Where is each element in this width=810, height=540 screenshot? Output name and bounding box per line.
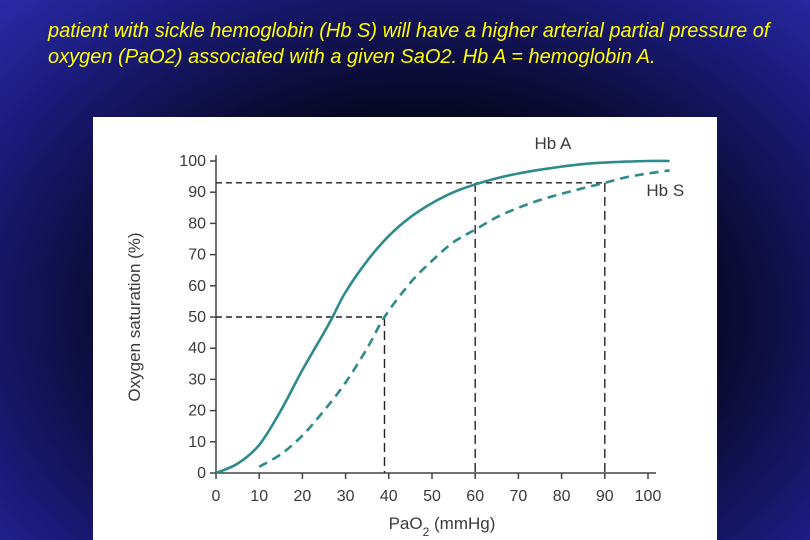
x-axis-title: PaO2 (mmHg) bbox=[389, 514, 496, 539]
chart-labels: PaO2 (mmHg) Oxygen saturation (%) Hb A Hb S bbox=[125, 134, 684, 539]
y-tick-label: 20 bbox=[188, 403, 206, 420]
y-tick-label: 40 bbox=[188, 340, 206, 357]
x-tick-label: 50 bbox=[423, 488, 441, 505]
series-label-hb-s: Hb S bbox=[646, 181, 684, 200]
series-line-hb-a bbox=[215, 159, 670, 475]
x-tick-label: 80 bbox=[553, 488, 571, 505]
series-label-hb-a: Hb A bbox=[535, 134, 573, 153]
x-tick-label: 30 bbox=[337, 488, 355, 505]
y-tick-label: 80 bbox=[188, 215, 206, 232]
y-axis-title: Oxygen saturation (%) bbox=[125, 232, 144, 401]
y-tick-label: 30 bbox=[188, 371, 206, 388]
y-tick-label: 100 bbox=[179, 153, 206, 170]
y-tick-label: 50 bbox=[188, 309, 206, 326]
slide-caption: patient with sickle hemoglobin (Hb S) wi… bbox=[48, 20, 770, 68]
series-line-hb-s bbox=[258, 169, 670, 468]
x-tick-label: 10 bbox=[250, 488, 268, 505]
chart-guides bbox=[216, 182, 606, 473]
x-tick-label: 20 bbox=[294, 488, 312, 505]
oxygen-dissociation-chart: 0 10 20 30 40 50 60 70 80 90 100 0 10 20 30 40 50 60 70 80 9… bbox=[125, 134, 684, 539]
y-tick-label: 70 bbox=[188, 247, 206, 264]
chart-series bbox=[215, 159, 670, 475]
x-tick-label: 70 bbox=[510, 488, 528, 505]
x-tick-label: 90 bbox=[596, 488, 614, 505]
x-tick-label: 40 bbox=[380, 488, 398, 505]
y-tick-label: 90 bbox=[188, 184, 206, 201]
y-tick-label: 0 bbox=[197, 465, 206, 482]
y-tick-label: 10 bbox=[188, 434, 206, 451]
chart-figure: 0 10 20 30 40 50 60 70 80 90 100 0 10 20 30 40 50 60 70 80 9… bbox=[93, 117, 717, 540]
x-tick-label: 60 bbox=[466, 488, 484, 505]
chart-axes: 0 10 20 30 40 50 60 70 80 90 100 0 10 20 30 40 50 60 70 80 9… bbox=[179, 153, 661, 505]
x-tick-label: 100 bbox=[635, 488, 662, 505]
y-tick-label: 60 bbox=[188, 278, 206, 295]
x-tick-label: 0 bbox=[212, 488, 221, 505]
